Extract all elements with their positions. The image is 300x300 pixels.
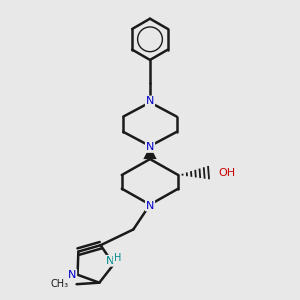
Text: OH: OH <box>218 168 236 178</box>
Text: N: N <box>68 270 76 280</box>
Text: N: N <box>146 142 154 152</box>
Text: N: N <box>146 200 154 211</box>
Text: N: N <box>106 256 114 266</box>
Polygon shape <box>143 146 157 159</box>
Text: H: H <box>113 253 121 263</box>
Text: CH₃: CH₃ <box>51 279 69 289</box>
Text: N: N <box>146 97 154 106</box>
